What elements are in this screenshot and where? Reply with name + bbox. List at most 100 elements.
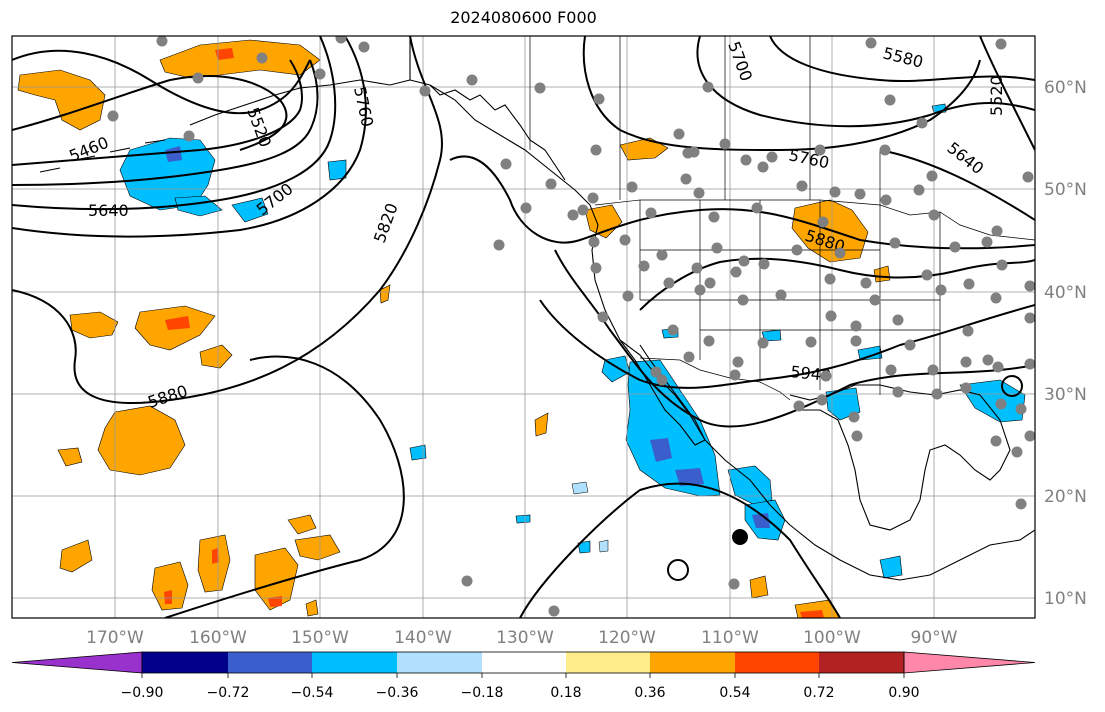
latitude-label: 20°N	[1044, 487, 1087, 507]
station-dot	[493, 239, 505, 251]
station-dot	[892, 314, 904, 326]
station-dot	[834, 247, 846, 259]
strong-negative-anomaly	[165, 146, 182, 162]
station-dot	[814, 144, 826, 156]
station-dot	[588, 236, 600, 248]
station-dot	[545, 178, 557, 190]
longitude-label: 150°W	[291, 628, 349, 648]
station-dot	[996, 259, 1008, 271]
colorbar-tick-label: −0.18	[461, 685, 504, 701]
station-dot	[991, 225, 1003, 237]
station-dot	[738, 255, 750, 267]
station-dot	[1024, 430, 1035, 442]
station-dot	[931, 388, 943, 400]
negative-anomaly-region	[879, 555, 903, 579]
station-dot	[1024, 280, 1035, 292]
anomaly-shading	[17, 39, 1026, 618]
station-dot	[626, 181, 638, 193]
colorbar-tick-label: 0.90	[888, 685, 919, 701]
positive-anomaly-region	[197, 534, 231, 593]
height-contours	[12, 36, 1035, 618]
station-dot	[192, 72, 204, 84]
station-dot	[816, 394, 828, 406]
station-dot	[732, 356, 744, 368]
contour-label: 5520	[987, 75, 1006, 116]
longitude-axis: 170°W 160°W 150°W 140°W 130°W 120°W 110°W 100°W…	[86, 628, 958, 648]
station-dot	[766, 151, 778, 163]
longitude-label: 130°W	[496, 628, 554, 648]
station-dot	[314, 68, 326, 80]
latitude-label: 50°N	[1044, 180, 1087, 200]
colorbar-tick-label: −0.72	[207, 685, 250, 701]
station-dot	[597, 311, 609, 323]
station-dot	[775, 289, 787, 301]
longitude-label: 120°W	[598, 628, 656, 648]
station-dot	[534, 82, 546, 94]
station-dot	[824, 273, 836, 285]
station-dot	[1015, 498, 1027, 510]
station-dot	[663, 277, 675, 289]
station-dot	[335, 36, 347, 44]
station-dot	[667, 324, 679, 336]
contour-line	[539, 299, 1035, 389]
storm-marker	[732, 529, 748, 545]
station-dot	[567, 209, 579, 221]
station-dot	[638, 260, 650, 272]
station-dot	[683, 351, 695, 363]
station-dot	[860, 277, 872, 289]
station-dot	[850, 320, 862, 332]
station-dot	[728, 578, 740, 590]
station-dot	[793, 400, 805, 412]
strong-negative-anomaly	[650, 438, 672, 462]
positive-anomaly-region	[379, 284, 391, 304]
contour-line	[12, 36, 337, 211]
station-dot	[791, 244, 803, 256]
station-dot	[926, 170, 938, 182]
strong-negative-anomaly	[752, 513, 770, 528]
station-dot	[711, 242, 723, 254]
colorbar-band	[312, 652, 397, 673]
map-frame	[11, 35, 1036, 619]
station-dot	[757, 161, 769, 173]
station-dot	[995, 398, 1007, 410]
station-dot	[796, 180, 808, 192]
station-dot	[963, 278, 975, 290]
station-dot	[885, 364, 897, 376]
station-markers	[107, 36, 1035, 617]
station-dot	[880, 194, 892, 206]
station-dot	[500, 158, 512, 170]
station-dot	[622, 290, 634, 302]
colorbar-band	[397, 652, 482, 673]
positive-anomaly-region	[59, 539, 93, 573]
colorbar-tick-label: 0.54	[719, 685, 750, 701]
station-dot	[758, 258, 770, 270]
contour-line	[519, 482, 841, 618]
station-dot	[461, 575, 473, 587]
station-dot	[729, 369, 741, 381]
light-negative-anomaly	[598, 539, 609, 553]
station-dot	[995, 38, 1007, 50]
station-dot	[982, 354, 994, 366]
station-dot	[693, 187, 705, 199]
colorbar-tick-label: −0.90	[121, 685, 164, 701]
positive-anomaly-region	[749, 575, 769, 599]
colorbar-frame	[141, 651, 905, 674]
station-dot	[751, 202, 763, 214]
station-dot	[820, 370, 832, 382]
station-dot	[992, 361, 1004, 373]
station-dot	[921, 269, 933, 281]
colorbar-band	[650, 652, 735, 673]
positive-anomaly-region	[287, 514, 317, 535]
light-negative-anomaly	[571, 481, 589, 495]
colorbar-ticks: −0.90 −0.72 −0.54 −0.36 −0.18 0.18 0.36 0.54 0.7…	[121, 673, 920, 701]
plot-title: 2024080600 F000	[450, 8, 597, 27]
longitude-label: 170°W	[86, 628, 144, 648]
contour-line	[12, 59, 303, 166]
station-dot	[913, 184, 925, 196]
station-dot	[916, 117, 928, 129]
station-dot	[577, 204, 589, 216]
station-dot	[680, 173, 692, 185]
positive-anomaly-region	[57, 447, 83, 467]
contour-line	[12, 59, 319, 186]
